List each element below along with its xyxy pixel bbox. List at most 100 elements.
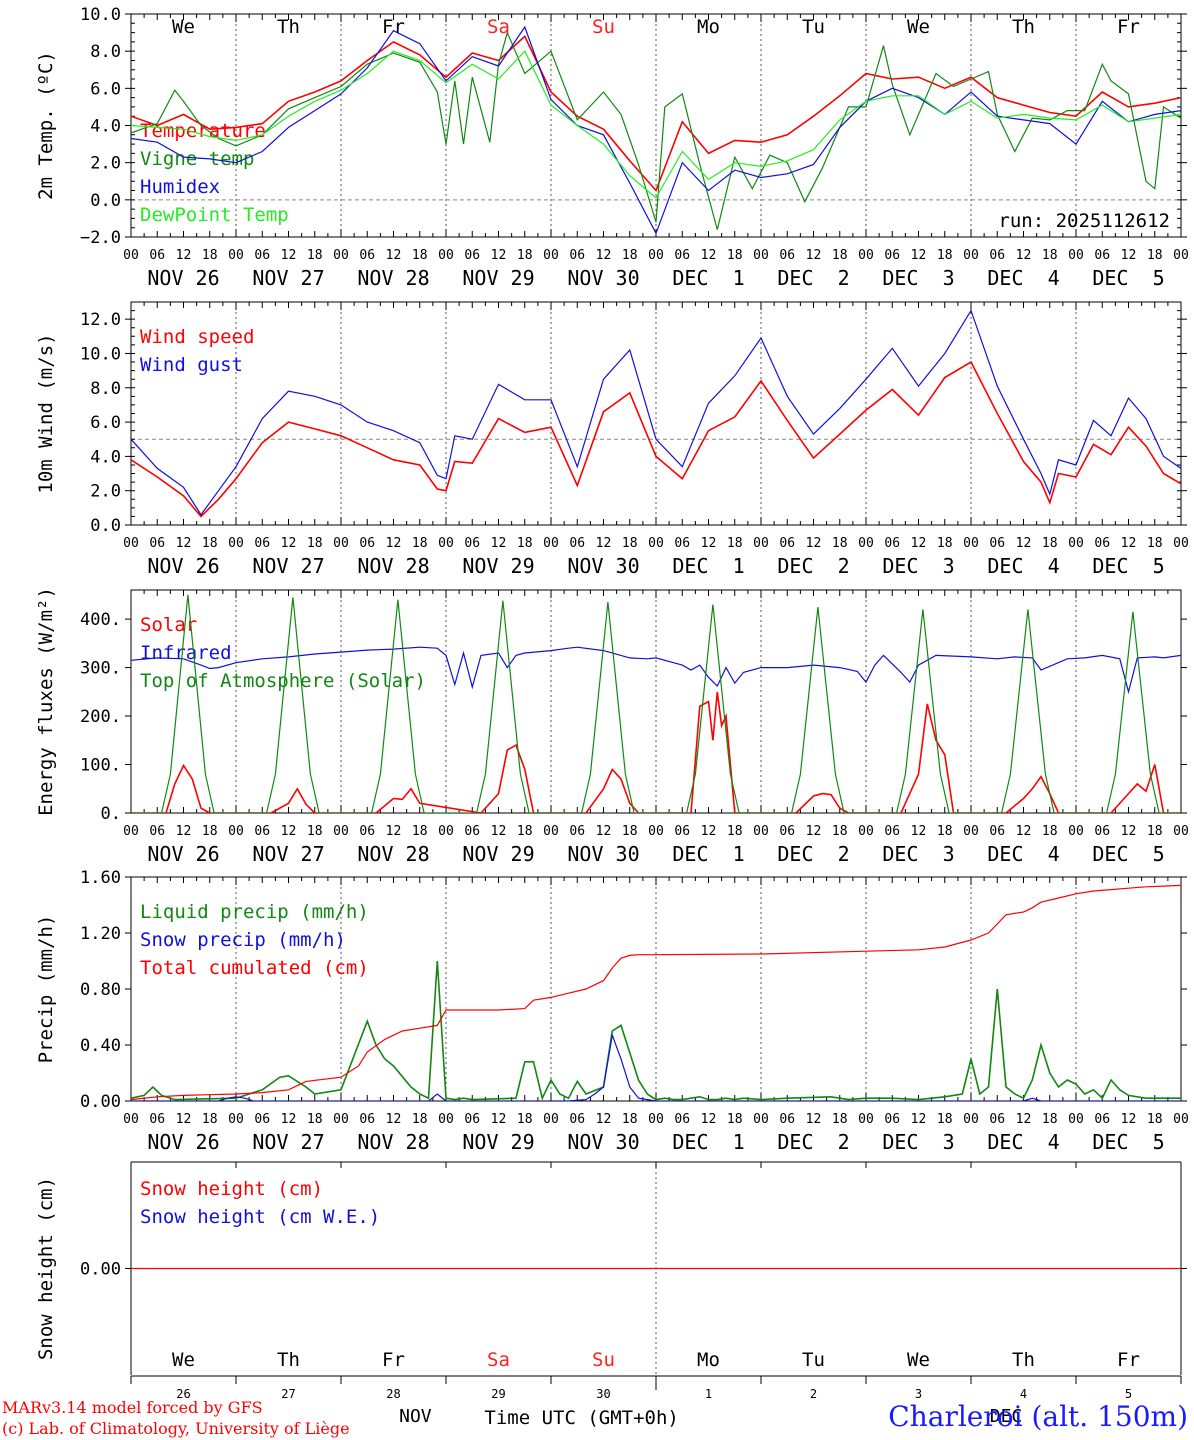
date-label: NOV 28 [357,842,429,866]
y-axis-label: Energy fluxes (W/m²) [35,587,57,816]
hour-tick-label: 12 [281,248,297,263]
hour-tick-label: 00 [333,1112,349,1127]
hour-tick-label: 06 [464,536,480,551]
hour-tick-label: 12 [176,536,192,551]
date-label: DEC 4 [987,1130,1059,1154]
hour-tick-label: 12 [1121,824,1137,839]
hour-tick-label: 18 [937,248,953,263]
hour-tick-label: 06 [779,824,795,839]
hour-tick-label: 00 [228,1112,244,1127]
date-label: NOV 28 [357,266,429,290]
date-label: NOV 29 [462,266,534,290]
hour-tick-label: 06 [1094,1112,1110,1127]
hour-tick-label: 00 [333,536,349,551]
date-label: NOV 27 [252,1130,324,1154]
hour-tick-label: 06 [464,1112,480,1127]
legend-total-cumulated-cm-: Total cumulated (cm) [140,957,369,979]
date-label: DEC 4 [987,554,1059,578]
hour-tick-label: 00 [648,536,664,551]
hour-tick-label: 00 [438,536,454,551]
bottom-day-number: 2 [810,1387,817,1401]
date-label: DEC 5 [1092,842,1164,866]
hour-tick-label: 12 [1016,824,1032,839]
hour-tick-label: 18 [622,248,638,263]
hour-tick-label: 12 [911,536,927,551]
day-name-top: We [172,16,195,38]
date-label: NOV 26 [147,266,219,290]
hour-tick-label: 18 [1042,824,1058,839]
y-tick-label: 10.0 [80,5,121,25]
hour-tick-label: 12 [1121,1112,1137,1127]
y-tick-label: 0.40 [80,1036,121,1056]
bottom-day-number: 1 [705,1387,712,1401]
hour-tick-label: 00 [123,248,139,263]
day-name-top: Th [277,16,300,38]
hour-tick-label: 06 [359,248,375,263]
date-label: NOV 30 [567,554,639,578]
hour-tick-label: 18 [1042,536,1058,551]
hour-tick-label: 06 [884,536,900,551]
series-line-solar [131,691,1181,813]
y-tick-label: 6.0 [90,413,121,433]
y-tick-label: 400. [80,610,121,630]
hour-tick-label: 00 [753,248,769,263]
day-name-top: We [907,16,930,38]
y-tick-label: 8.0 [90,42,121,62]
bottom-day-number: 28 [386,1387,400,1401]
hour-tick-label: 12 [491,1112,507,1127]
hour-tick-label: 12 [806,824,822,839]
series-line-infrared [131,646,1181,695]
hour-tick-label: 06 [464,248,480,263]
hour-tick-label: 00 [1173,536,1189,551]
hour-tick-label: 18 [202,1112,218,1127]
hour-tick-label: 06 [149,1112,165,1127]
hour-tick-label: 18 [622,1112,638,1127]
hour-tick-label: 00 [858,536,874,551]
hour-tick-label: 12 [1016,536,1032,551]
hour-tick-label: 06 [569,1112,585,1127]
hour-tick-label: 00 [1068,248,1084,263]
hour-tick-label: 00 [543,1112,559,1127]
hour-tick-label: 06 [1094,248,1110,263]
hour-tick-label: 18 [622,536,638,551]
series-line-temperature [131,34,1181,193]
hour-tick-label: 18 [412,824,428,839]
series-line-top-of-atmosphere-solar- [131,594,1181,813]
hour-tick-label: 06 [254,248,270,263]
hour-tick-label: 12 [281,824,297,839]
hour-tick-label: 06 [884,248,900,263]
hour-tick-label: 00 [1173,248,1189,263]
hour-tick-label: 12 [911,824,927,839]
y-tick-label: 300. [80,659,121,679]
legend-snow-height-cm-w-e-: Snow height (cm W.E.) [140,1206,380,1228]
hour-tick-label: 12 [1121,248,1137,263]
hour-tick-label: 00 [858,248,874,263]
hour-tick-label: 18 [937,824,953,839]
y-axis-label: Precip (mm/h) [35,915,57,1064]
hour-ticks [130,877,1182,1101]
date-label: DEC 2 [777,1130,849,1154]
hour-tick-label: 00 [123,1112,139,1127]
hour-tick-label: 06 [569,824,585,839]
legend-dewpoint-temp: DewPoint Temp [140,204,289,226]
hour-tick-label: 18 [832,824,848,839]
y-tick-label: 0.00 [80,1092,121,1112]
date-label: DEC 2 [777,842,849,866]
hour-ticks [130,302,1182,525]
y-tick-label: 0.0 [90,516,121,536]
day-name-bottom: Th [277,1349,300,1371]
hour-tick-label: 06 [569,248,585,263]
bottom-month-label: DEC [990,1406,1023,1427]
legend-temperature: Temperature [140,120,266,142]
y-axis-label: 10m Wind (m/s) [35,333,57,493]
hour-tick-label: 18 [832,536,848,551]
hour-tick-label: 12 [491,536,507,551]
hour-tick-label: 00 [228,248,244,263]
hour-tick-label: 18 [937,536,953,551]
bottom-day-number: 29 [491,1387,505,1401]
hour-tick-label: 12 [176,1112,192,1127]
y-tick-label: 1.60 [80,868,121,888]
hour-tick-label: 18 [727,536,743,551]
hour-tick-label: 12 [596,248,612,263]
hour-tick-label: 18 [307,824,323,839]
